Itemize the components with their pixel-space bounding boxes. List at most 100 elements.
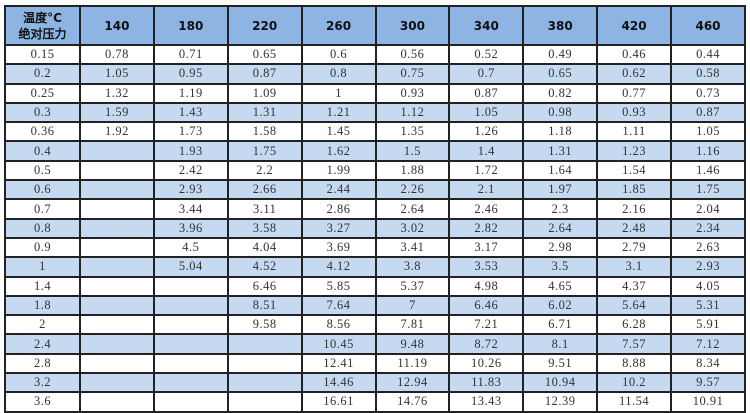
value-cell: 4.52 — [226, 256, 303, 278]
value-cell: 1.75 — [226, 140, 303, 162]
value-cell: 5.04 — [152, 256, 229, 278]
value-cell: 0.8 — [300, 63, 377, 85]
value-cell — [226, 391, 303, 413]
value-cell: 0.65 — [522, 63, 599, 85]
value-cell — [79, 275, 155, 297]
value-cell: 10.26 — [448, 352, 525, 375]
value-cell: 0.49 — [522, 43, 599, 66]
value-cell: 2.64 — [374, 198, 451, 220]
value-cell: 7.57 — [596, 333, 672, 355]
value-cell: 3.02 — [374, 217, 451, 239]
column-header-220: 220 — [226, 5, 303, 46]
value-cell: 2.16 — [596, 198, 672, 220]
pressure-cell: 0.15 — [4, 43, 81, 66]
value-cell: 1.59 — [79, 101, 155, 124]
value-cell: 2.48 — [596, 217, 672, 239]
value-cell: 1.88 — [374, 159, 451, 182]
value-cell: 0.7 — [448, 63, 525, 85]
value-cell: 9.51 — [522, 352, 599, 375]
pressure-cell: 0.2 — [4, 63, 81, 85]
value-cell: 2.93 — [670, 256, 746, 278]
value-cell — [152, 314, 229, 336]
column-header-140: 140 — [79, 5, 155, 46]
value-cell — [79, 236, 155, 259]
value-cell: 1.31 — [226, 101, 303, 124]
value-cell — [152, 294, 229, 317]
value-cell: 0.71 — [152, 43, 229, 66]
pressure-cell: 0.36 — [4, 121, 81, 143]
pressure-cell: 0.7 — [4, 198, 81, 220]
pressure-cell: 1.8 — [4, 294, 81, 317]
column-header-460: 460 — [670, 5, 746, 46]
value-cell: 10.2 — [596, 372, 672, 394]
value-cell: 7 — [374, 294, 451, 317]
value-cell: 0.52 — [448, 43, 525, 66]
value-cell: 11.83 — [448, 372, 525, 394]
value-cell: 0.46 — [596, 43, 672, 66]
value-cell: 0.44 — [670, 43, 746, 66]
value-cell: 0.95 — [152, 63, 229, 85]
value-cell: 9.58 — [226, 314, 303, 336]
value-cell — [226, 372, 303, 394]
value-cell: 6.02 — [522, 294, 599, 317]
value-cell: 6.71 — [522, 314, 599, 336]
value-cell: 1.05 — [79, 63, 155, 85]
value-cell: 0.78 — [79, 43, 155, 66]
value-cell — [152, 391, 229, 413]
value-cell: 0.75 — [374, 63, 451, 85]
value-cell: 8.72 — [448, 333, 525, 355]
pressure-cell: 0.25 — [4, 82, 81, 104]
value-cell: 6.28 — [596, 314, 672, 336]
value-cell: 0.58 — [670, 63, 746, 85]
pressure-cell: 2.4 — [4, 333, 81, 355]
column-header-380: 380 — [522, 5, 599, 46]
table-row: 0.25 1.32 1.19 1.09 1 0.93 0.87 0.82 0.77 0.73 — [4, 82, 746, 104]
table-row: 1.4 6.46 5.85 5.37 4.98 4.65 4.37 4.05 — [4, 275, 746, 297]
value-cell: 1.12 — [374, 101, 451, 124]
pressure-cell: 3.2 — [4, 372, 81, 394]
value-cell: 10.45 — [300, 333, 377, 355]
value-cell: 1.4 — [448, 140, 525, 162]
value-cell — [79, 159, 155, 182]
value-cell: 8.88 — [596, 352, 672, 375]
header-row: 温度°C 绝对压力 140 180 220 260 300 340 380 420 460 — [4, 5, 746, 46]
pressure-cell: 2.8 — [4, 352, 81, 375]
value-cell: 8.56 — [300, 314, 377, 336]
value-cell: 0.98 — [522, 101, 599, 124]
value-cell: 0.93 — [374, 82, 451, 104]
value-cell: 13.43 — [448, 391, 525, 413]
table-row: 2.8 12.41 11.19 10.26 9.51 8.88 8.34 — [4, 352, 746, 375]
value-cell: 3.69 — [300, 236, 377, 259]
value-cell — [152, 333, 229, 355]
value-cell — [79, 352, 155, 375]
value-cell — [79, 314, 155, 336]
table-row: 0.4 1.93 1.75 1.62 1.5 1.4 1.31 1.23 1.16 — [4, 140, 746, 162]
value-cell — [152, 352, 229, 375]
value-cell: 6.46 — [226, 275, 303, 297]
pressure-cell: 0.4 — [4, 140, 81, 162]
table-row: 2.4 10.45 9.48 8.72 8.1 7.57 7.12 — [4, 333, 746, 355]
pressure-cell: 1 — [4, 256, 81, 278]
value-cell: 2.44 — [300, 179, 377, 201]
table-row: 0.8 3.96 3.58 3.27 3.02 2.82 2.64 2.48 2.34 — [4, 217, 746, 239]
value-cell: 8.51 — [226, 294, 303, 317]
value-cell: 3.5 — [522, 256, 599, 278]
value-cell: 2.82 — [448, 217, 525, 239]
table-row: 0.3 1.59 1.43 1.31 1.21 1.12 1.05 0.98 0.93 0.87 — [4, 101, 746, 124]
steam-pressure-temperature-table: 温度°C 绝对压力 140 180 220 260 300 340 380 420 460 0.… — [4, 5, 746, 413]
table-row: 0.5 2.42 2.2 1.99 1.88 1.72 1.64 1.54 1.46 — [4, 159, 746, 182]
value-cell: 1.72 — [448, 159, 525, 182]
pressure-cell: 0.6 — [4, 179, 81, 201]
value-cell: 4.98 — [448, 275, 525, 297]
value-cell: 7.21 — [448, 314, 525, 336]
value-cell: 5.91 — [670, 314, 746, 336]
value-cell: 2.86 — [300, 198, 377, 220]
value-cell — [226, 333, 303, 355]
value-cell: 1.09 — [226, 82, 303, 104]
value-cell — [152, 372, 229, 394]
column-header-420: 420 — [596, 5, 672, 46]
table-row: 3.6 16.61 14.76 13.43 12.39 11.54 10.91 — [4, 391, 746, 413]
value-cell: 0.6 — [300, 43, 377, 66]
value-cell: 2.42 — [152, 159, 229, 182]
value-cell: 1.58 — [226, 121, 303, 143]
